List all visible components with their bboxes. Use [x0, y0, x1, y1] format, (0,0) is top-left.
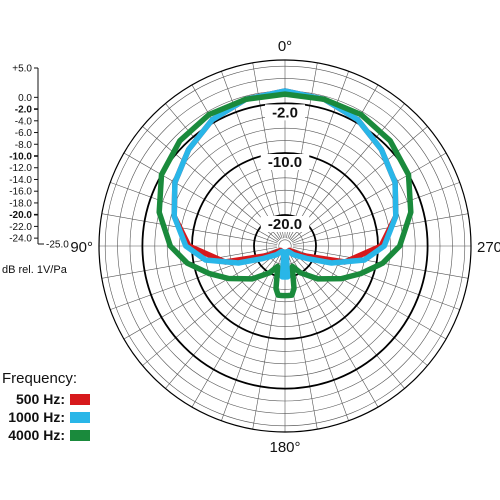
angle-label: 180°	[269, 439, 300, 456]
legend-label: 1000 Hz:	[8, 409, 65, 425]
minor-ring	[166, 127, 404, 365]
minor-ring	[216, 177, 354, 315]
radial-gridline	[292, 182, 460, 244]
radial-gridline	[286, 62, 318, 239]
radial-gridline	[290, 126, 428, 242]
legend-label: 4000 Hz:	[8, 427, 65, 443]
angle-label: 270°	[477, 239, 500, 256]
legend-label: 500 Hz:	[16, 391, 65, 407]
radial-gridline	[221, 253, 283, 421]
radial-gridline	[288, 252, 379, 408]
scale-tick-label: -10.0	[9, 152, 32, 163]
radial-gridline	[110, 182, 278, 244]
db-scale: +5.00.0-2.0-4.0-6.0-8.0-10.0-12.0-14.0-1…	[2, 64, 69, 277]
scale-tick-label: -8.0	[15, 140, 33, 151]
radial-gridline	[123, 152, 279, 243]
scale-tick-label: -16.0	[9, 187, 32, 198]
scale-tick-label: -14.0	[9, 175, 32, 186]
radial-gridline	[287, 71, 349, 239]
ring-label-bg	[260, 154, 310, 170]
unit-label: dB rel. 1V/Pa	[2, 264, 68, 276]
ring-label-bg	[260, 216, 310, 232]
minor-ring	[241, 202, 329, 290]
radial-gridline	[191, 84, 282, 240]
scale-tick-label: -6.0	[15, 128, 33, 139]
outer-ring	[98, 59, 472, 433]
minor-ring	[228, 189, 342, 303]
scale-tick-label: -24.0	[9, 234, 32, 245]
scale-tick-label: -12.0	[9, 163, 32, 174]
radial-gridline	[252, 62, 284, 239]
scale-tick-label: +5.0	[12, 64, 32, 75]
radial-gridline	[290, 250, 428, 366]
series-line-2	[156, 91, 414, 299]
scale-tick-label: -4.0	[15, 116, 33, 127]
scale-tick-label: -18.0	[9, 198, 32, 209]
radial-gridline	[291, 249, 447, 340]
radial-gridline	[292, 213, 469, 245]
legend: Frequency: 500 Hz: 1000 Hz: 4000 Hz:	[2, 370, 90, 443]
legend-swatch	[70, 430, 90, 441]
legend-title: Frequency:	[2, 370, 77, 387]
radial-gridline	[123, 249, 279, 340]
angle-label: 90°	[70, 239, 93, 256]
scale-tick-label: -20.0	[9, 210, 32, 221]
radial-gridline	[288, 84, 379, 240]
radial-gridline	[142, 250, 280, 366]
ring-label: -2.0	[272, 104, 298, 121]
ring-label: -20.0	[268, 216, 302, 233]
radial-gridline	[191, 252, 282, 408]
radial-gridline	[221, 71, 283, 239]
chart-labels: 0° 90° 180° 270° -2.0 -10.0 -20.0	[70, 38, 500, 456]
scale-tick-label: -2.0	[15, 105, 33, 116]
minor-ring	[179, 140, 391, 352]
angle-label: 0°	[278, 38, 292, 55]
radial-gridline	[142, 126, 280, 242]
radial-gridline	[287, 253, 349, 421]
radial-gridline	[291, 152, 447, 243]
series-line-1	[171, 88, 399, 280]
minor-ring	[104, 65, 466, 427]
minor-ring	[117, 78, 453, 414]
ring-label-bg	[265, 104, 305, 121]
scale-tick-label: -25.0	[46, 240, 69, 251]
series-layer	[156, 88, 414, 299]
legend-swatch	[70, 412, 90, 423]
scale-tick-label: 0.0	[18, 93, 32, 104]
ring-label: -10.0	[268, 154, 302, 171]
legend-swatch	[70, 394, 90, 405]
major-ring	[141, 102, 429, 390]
radial-gridline	[101, 213, 278, 245]
scale-tick-label: -22.0	[9, 222, 32, 233]
